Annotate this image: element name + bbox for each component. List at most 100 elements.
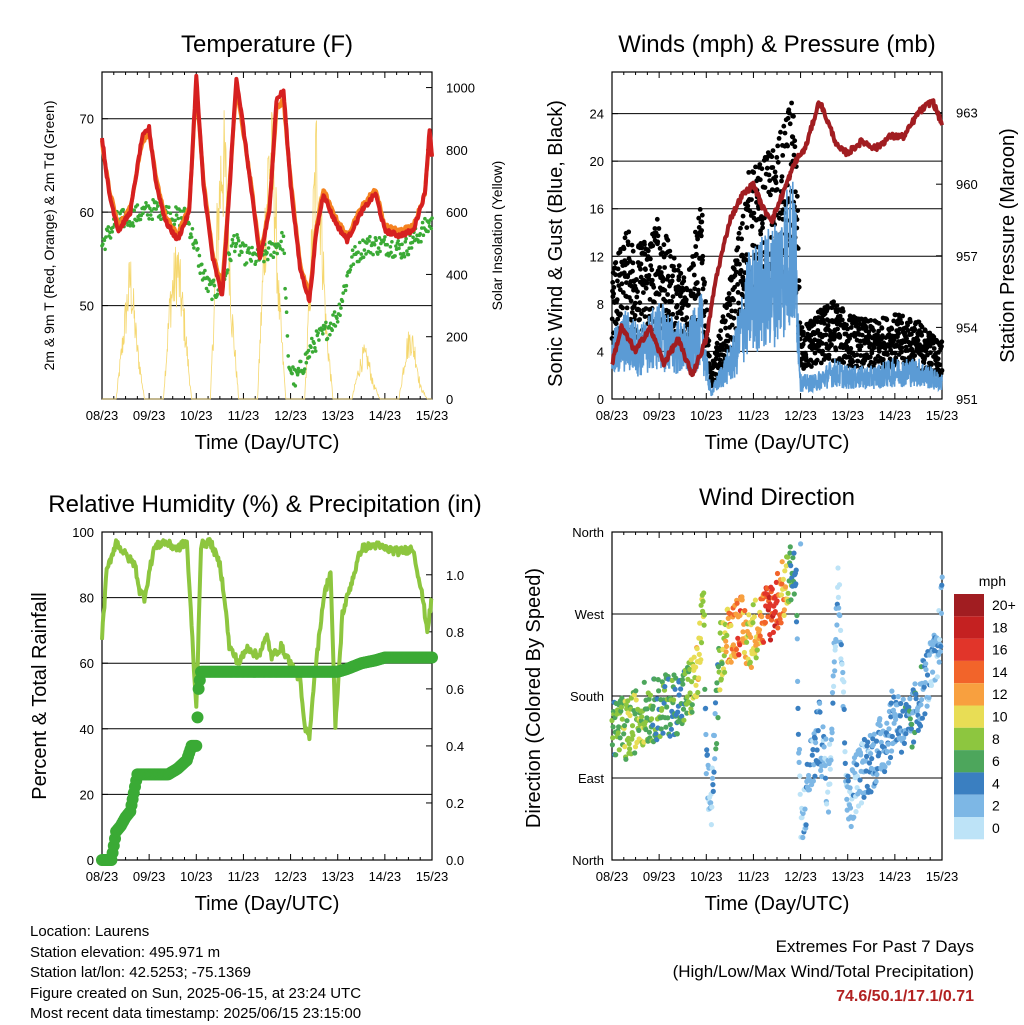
dewpoint-point [348, 268, 353, 272]
gust-point [670, 311, 676, 317]
station-latlon: Station lat/lon: 42.5253; -75.1369 [30, 964, 252, 981]
gust-point [695, 236, 700, 242]
gust-point [702, 279, 707, 285]
gust-point [646, 273, 652, 278]
gust-point [876, 328, 881, 334]
direction-point [742, 608, 748, 614]
dewpoint-point [302, 367, 307, 371]
direction-point [713, 746, 719, 752]
direction-point [889, 733, 895, 740]
dewpoint-point [244, 261, 249, 265]
gust-point [899, 349, 904, 355]
direction-point [714, 741, 720, 747]
gust-point [879, 325, 885, 331]
direction-point [913, 691, 919, 697]
dewpoint-point [295, 372, 300, 377]
direction-point [797, 773, 803, 779]
dewpoint-point [345, 273, 349, 278]
direction-point [610, 735, 616, 741]
plot-frame [101, 71, 433, 400]
y-tick-label: 8 [597, 297, 604, 312]
extremes-title: Extremes For Past 7 Days [775, 937, 974, 956]
dewpoint-point [374, 238, 379, 242]
dewpoint-point [321, 332, 325, 336]
direction-point [793, 619, 800, 625]
direction-point [854, 762, 860, 768]
gust-point [693, 244, 699, 249]
gust-point [899, 320, 905, 326]
gust-point [648, 256, 653, 262]
gust-point [884, 317, 890, 323]
station-info: Location: Laurens Station elevation: 495… [30, 922, 361, 1025]
gust-point [839, 317, 845, 323]
gust-point [642, 251, 648, 257]
gust-point [778, 129, 783, 135]
x-tick-label: 11/23 [738, 408, 770, 423]
direction-point [909, 744, 915, 750]
gust-point [814, 357, 820, 363]
direction-point [616, 724, 622, 730]
gust-point [662, 288, 668, 293]
gust-point [726, 291, 732, 296]
gust-point [847, 336, 852, 341]
direction-point [756, 627, 763, 633]
x-tick-label: 08/23 [86, 869, 119, 884]
x-tick-label: 12/23 [784, 869, 817, 884]
direction-point [679, 677, 686, 683]
direction-point [737, 642, 743, 648]
dewpoint-point [284, 310, 289, 315]
dewpoint-point [235, 233, 239, 237]
direction-point [795, 731, 802, 737]
direction-point [701, 612, 708, 618]
dewpoint-point [328, 321, 333, 326]
gust-point [679, 305, 685, 311]
y-axis-label: 2m & 9m T (Red, Orange) & 2m Td (Green) [41, 101, 57, 371]
gust-point [905, 322, 910, 328]
x-tick-label: 11/23 [738, 869, 770, 884]
gust-point [885, 352, 890, 357]
gust-point [661, 254, 667, 260]
direction-point [691, 654, 697, 660]
direction-point [891, 694, 897, 700]
y-tick-label: 12 [590, 249, 604, 264]
gust-point [746, 170, 752, 175]
gust-point [699, 219, 705, 225]
direction-point [828, 757, 834, 763]
colorbar-label: 10 [992, 709, 1008, 725]
gust-point [634, 294, 640, 300]
dewpoint-point [403, 240, 408, 244]
gust-point [723, 325, 728, 331]
dewpoint-point [150, 217, 155, 221]
direction-point [937, 649, 943, 655]
colorbar-label: 16 [992, 642, 1008, 658]
gust-point [615, 278, 620, 284]
direction-point [701, 622, 707, 628]
direction-point [718, 676, 724, 682]
x-axis-label: Time (Day/UTC) [195, 893, 340, 915]
direction-point [924, 703, 930, 709]
direction-point [888, 700, 894, 706]
direction-point [779, 559, 785, 565]
direction-point [723, 649, 729, 655]
dewpoint-point [313, 349, 318, 353]
direction-point [760, 639, 767, 645]
y-right-axis-label: Station Pressure (Maroon) [997, 128, 1019, 363]
direction-point [885, 741, 891, 747]
dewpoint-point [206, 289, 210, 294]
dewpoint-point [236, 236, 240, 240]
direction-point [621, 731, 627, 737]
extremes-values: 74.6/50.1/17.1/0.71 [836, 988, 974, 1005]
gust-point [740, 213, 746, 219]
gust-point [648, 263, 654, 268]
direction-point [838, 642, 844, 648]
gust-point [739, 236, 744, 242]
dewpoint-point [240, 250, 244, 254]
gust-point [800, 341, 806, 347]
dewpoint-point [254, 259, 258, 264]
direction-point [754, 647, 760, 653]
chart-title: Wind Direction [699, 484, 855, 511]
direction-point [703, 705, 709, 711]
direction-point [717, 630, 723, 636]
direction-point [897, 713, 904, 719]
colorbar-label: 20+ [992, 597, 1016, 613]
